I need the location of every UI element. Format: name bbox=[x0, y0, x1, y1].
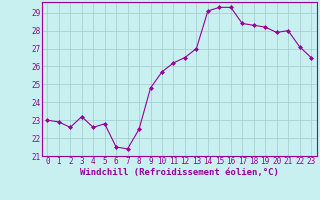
X-axis label: Windchill (Refroidissement éolien,°C): Windchill (Refroidissement éolien,°C) bbox=[80, 168, 279, 177]
